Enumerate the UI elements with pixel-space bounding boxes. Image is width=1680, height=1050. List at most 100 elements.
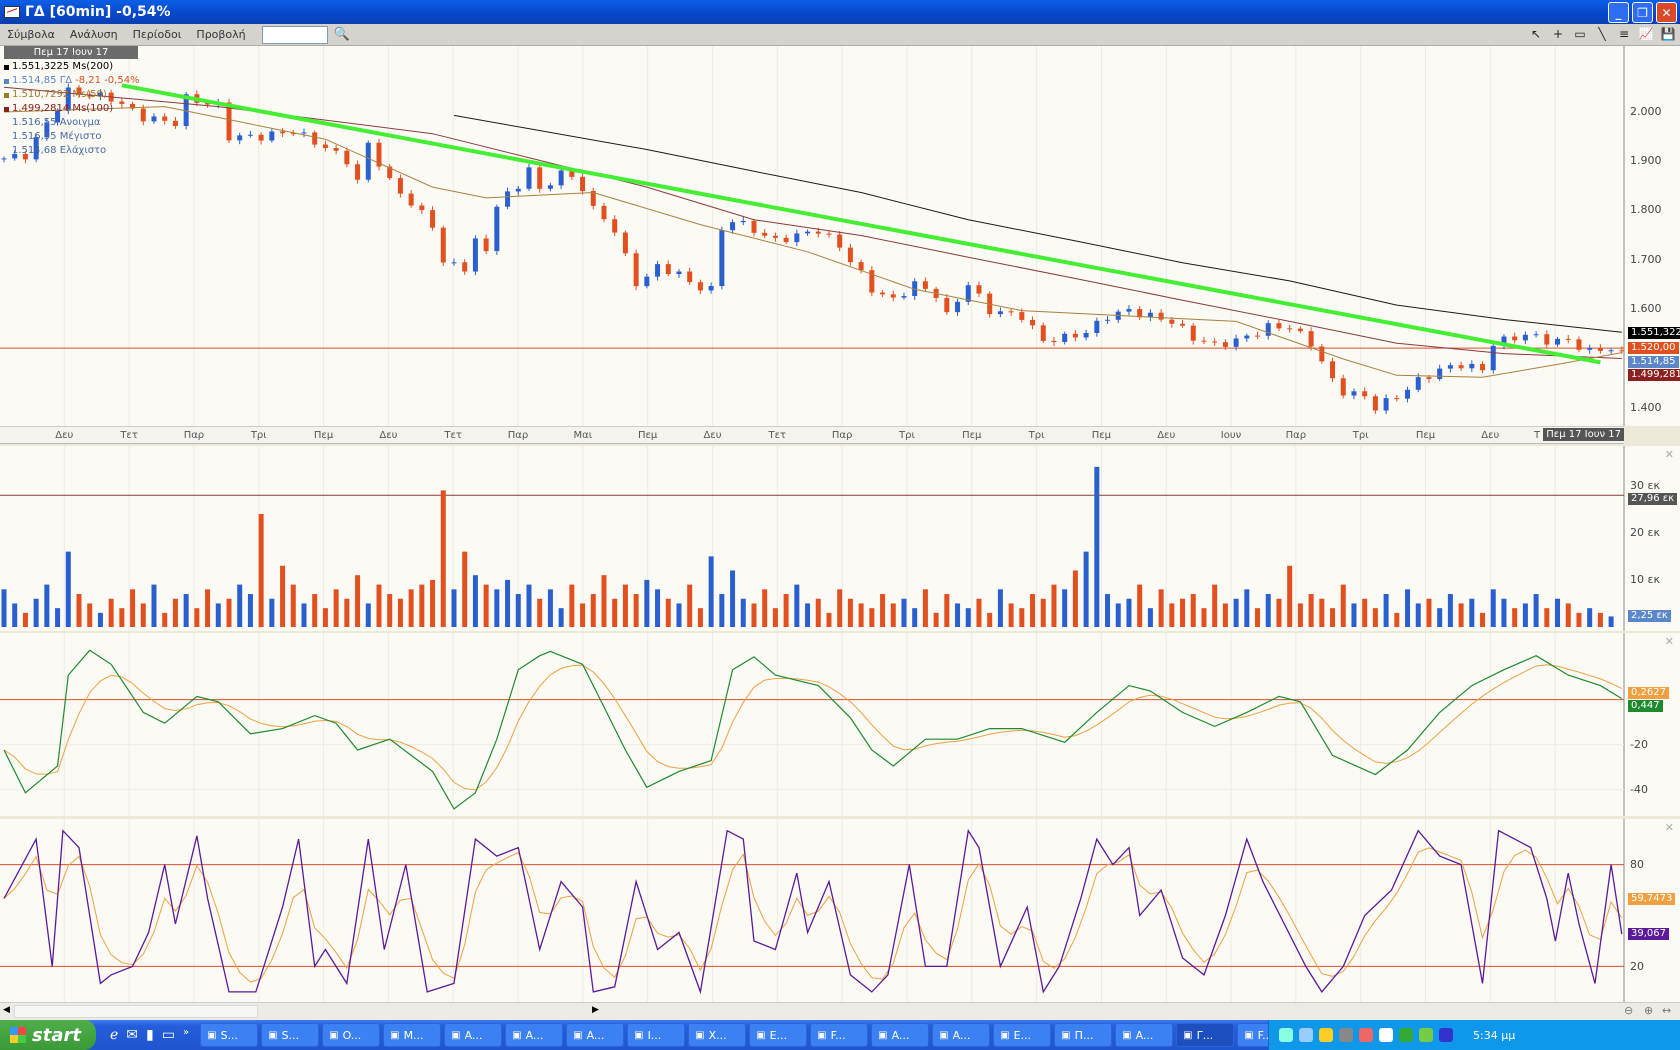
- legend-row: 1.510,7292 Ms(50): [4, 88, 140, 102]
- taskbar-button[interactable]: ▣ A...: [566, 1023, 625, 1047]
- taskbar-button[interactable]: ▣ O...: [322, 1023, 381, 1047]
- candle: [1469, 363, 1475, 369]
- price-chart[interactable]: [0, 46, 1680, 426]
- taskbar-button[interactable]: ▣ A...: [444, 1023, 503, 1047]
- candle: [1394, 398, 1400, 400]
- more-icon[interactable]: »: [182, 1027, 190, 1038]
- candle: [1415, 377, 1421, 390]
- zoom-out-icon[interactable]: ⊖: [1624, 1004, 1634, 1017]
- volume-bar: [12, 603, 18, 627]
- volume-bar: [1137, 584, 1143, 627]
- candle: [1072, 333, 1078, 338]
- scroll-right-icon[interactable]: ▶: [592, 1005, 599, 1015]
- volume-panel[interactable]: ✕ 30 εκ 27,96 εκ 20 εκ 10 εκ 2,25 εκ: [0, 446, 1680, 631]
- restore-button[interactable]: ❐: [1632, 2, 1653, 23]
- app-icon: ▣: [634, 1029, 644, 1041]
- close-panel-icon[interactable]: ✕: [1664, 448, 1674, 461]
- menu-symbols[interactable]: Σύμβολα: [7, 28, 55, 41]
- taskbar-button[interactable]: ▣ Π...: [1054, 1023, 1113, 1047]
- taskbar-button[interactable]: ▣ S...: [200, 1023, 259, 1047]
- candle: [569, 170, 575, 177]
- candle: [612, 219, 618, 233]
- taskbar-button[interactable]: ▣ A...: [871, 1023, 930, 1047]
- taskbar-button[interactable]: ▣ A...: [932, 1023, 991, 1047]
- taskbar-button[interactable]: ▣ A...: [1115, 1023, 1174, 1047]
- volume-bar: [140, 603, 146, 627]
- volume-bar: [1158, 589, 1164, 627]
- candle: [1222, 342, 1228, 347]
- zoom-in-icon[interactable]: ⊕: [1644, 1004, 1654, 1017]
- tray-icon[interactable]: [1379, 1028, 1393, 1042]
- candle: [1040, 325, 1046, 341]
- tray-icon[interactable]: [1339, 1028, 1353, 1042]
- tray-icon[interactable]: [1359, 1028, 1373, 1042]
- candle: [676, 271, 682, 275]
- tray-icon[interactable]: [1399, 1028, 1413, 1042]
- menu-view[interactable]: Προβολή: [196, 28, 246, 41]
- y-tick-label: -20: [1630, 738, 1648, 752]
- symbol-input[interactable]: [261, 25, 328, 44]
- x-tick-label: Δευ: [1481, 430, 1500, 441]
- candle: [1158, 312, 1164, 320]
- pointer-icon[interactable]: ↖: [1530, 27, 1542, 41]
- price-panel[interactable]: 2.000 1.900 1.800 1.700 1.600 1.551,322 1.520,…: [0, 46, 1680, 426]
- minimize-button[interactable]: _: [1608, 2, 1629, 23]
- fit-width-icon[interactable]: ↔: [1662, 1004, 1672, 1017]
- taskbar-button[interactable]: ▣ I...: [627, 1023, 686, 1047]
- stochastic-panel[interactable]: ✕ 80 59,7473 39,067 20: [0, 819, 1680, 1002]
- taskbar-button[interactable]: ▣ Γ...: [1176, 1023, 1235, 1047]
- volume-bar: [397, 598, 403, 627]
- oscillator-panel[interactable]: ✕ 0,2627 0,447 -20 -40: [0, 633, 1680, 816]
- media-icon[interactable]: ▮: [146, 1027, 154, 1043]
- volume-bar: [1597, 612, 1603, 627]
- taskbar-button[interactable]: ▣ E...: [749, 1023, 808, 1047]
- horizontal-scrollbar[interactable]: ◀ ▶ ⊖ ⊕ ↔: [0, 1002, 1680, 1020]
- taskbar-button[interactable]: ▣ A...: [505, 1023, 564, 1047]
- volume-chart[interactable]: [0, 446, 1680, 631]
- x-tick-label: Τρι: [899, 430, 915, 441]
- rectangle-icon[interactable]: ▭: [1574, 27, 1586, 41]
- volume-bar: [65, 551, 71, 627]
- taskbar-button[interactable]: ▣ M...: [383, 1023, 442, 1047]
- chart-icon[interactable]: 📈: [1638, 27, 1654, 41]
- close-panel-icon[interactable]: ✕: [1664, 635, 1674, 648]
- taskbar-button[interactable]: ▣ E...: [993, 1023, 1052, 1047]
- scrollbar-thumb[interactable]: [14, 1005, 258, 1018]
- taskbar-button[interactable]: ▣ F...: [810, 1023, 869, 1047]
- candle: [269, 131, 275, 141]
- taskbar-button[interactable]: ▣ S...: [261, 1023, 320, 1047]
- tray-icon[interactable]: [1439, 1028, 1453, 1042]
- clock[interactable]: 5:34 μμ: [1473, 1028, 1516, 1042]
- volume-bar: [912, 608, 918, 627]
- shield-icon[interactable]: [1319, 1028, 1333, 1042]
- outlook-icon[interactable]: ✉: [126, 1027, 139, 1043]
- start-button[interactable]: start: [0, 1020, 96, 1050]
- nvidia-icon[interactable]: [1419, 1028, 1433, 1042]
- volume-bar: [269, 598, 275, 627]
- volume-bar: [1512, 608, 1518, 627]
- ie-icon[interactable]: ℯ: [110, 1027, 119, 1043]
- y-tick-label: -40: [1630, 783, 1648, 797]
- taskbar: start ℯ ✉ ▮ ▭ » ▣ S... ▣ S... ▣ O... ▣ M... ▣ A..…: [0, 1020, 1680, 1050]
- x-tick-label: Παρ: [507, 430, 529, 441]
- stochastic-chart[interactable]: [0, 819, 1680, 1002]
- oscillator-chart[interactable]: [0, 633, 1680, 816]
- candle: [1062, 333, 1068, 343]
- desktop-icon[interactable]: ▭: [161, 1027, 175, 1043]
- scroll-left-icon[interactable]: ◀: [3, 1005, 10, 1015]
- volume-bar: [997, 589, 1003, 627]
- tray-icon[interactable]: [1299, 1028, 1313, 1042]
- search-icon[interactable]: 🔍: [333, 27, 350, 42]
- close-button[interactable]: ✕: [1656, 2, 1677, 23]
- menu-periods[interactable]: Περίοδοι: [132, 28, 182, 41]
- taskbar-button[interactable]: ▣ X...: [688, 1023, 747, 1047]
- tray-icon[interactable]: [1279, 1028, 1293, 1042]
- line-icon[interactable]: ╲: [1598, 27, 1606, 41]
- close-panel-icon[interactable]: ✕: [1664, 821, 1674, 834]
- menu-analysis[interactable]: Ανάλυση: [69, 28, 118, 41]
- volume-bar: [1105, 594, 1111, 627]
- save-icon[interactable]: 💾: [1660, 27, 1676, 41]
- crosshair-icon[interactable]: +: [1552, 27, 1564, 41]
- hlines-icon[interactable]: ≡: [1618, 27, 1630, 41]
- app-icon: ▣: [695, 1029, 705, 1041]
